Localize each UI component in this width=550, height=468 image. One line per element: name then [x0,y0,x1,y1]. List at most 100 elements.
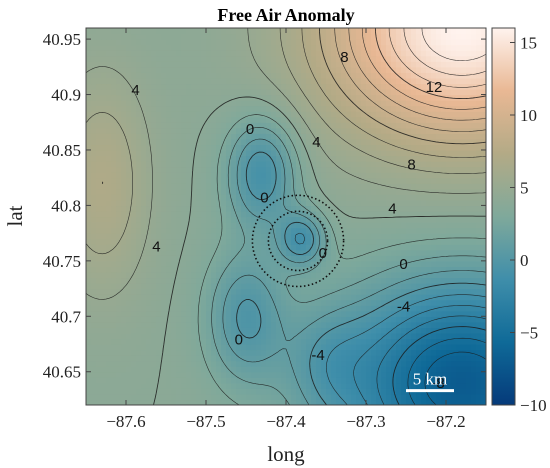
heatmap-cell [411,222,417,229]
heatmap-cell [96,360,102,367]
heatmap-cell [136,155,142,162]
heatmap-cell [396,399,402,405]
heatmap-cell [186,332,192,340]
heatmap-cell [366,349,372,356]
heatmap-cell [101,344,107,351]
heatmap-cell [336,116,342,123]
heatmap-cell [281,327,287,334]
heatmap-cell [271,393,277,401]
heatmap-cell [236,77,242,85]
heatmap-cell [181,116,187,123]
heatmap-cell [256,88,262,96]
heatmap-cell [156,371,162,378]
heatmap-cell [206,144,212,151]
heatmap-cell [276,105,282,112]
heatmap-cell [221,238,227,245]
heatmap-cell [356,316,362,323]
heatmap-cell [306,210,312,218]
heatmap-cell [151,321,157,328]
heatmap-cell [266,122,272,129]
heatmap-cell [351,111,357,118]
heatmap-cell [416,377,422,384]
heatmap-cell [286,72,292,79]
heatmap-cell [261,338,267,345]
heatmap-cell [251,388,257,395]
heatmap-cell [366,377,372,384]
heatmap-cell [211,244,217,251]
heatmap-cell [321,88,327,96]
heatmap-cell [371,332,377,340]
heatmap-cell [211,371,217,378]
heatmap-cell [456,88,462,96]
heatmap-cell [86,100,92,107]
heatmap-cell [121,216,127,223]
heatmap-cell [186,338,192,345]
heatmap-cell [461,288,467,295]
heatmap-cell [386,244,392,251]
heatmap-cell [196,266,202,273]
heatmap-cell [386,172,392,179]
heatmap-cell [376,277,382,284]
heatmap-cell [201,166,207,173]
heatmap-cell [236,371,242,378]
heatmap-cell [451,177,457,184]
heatmap-cell [116,349,122,356]
heatmap-cell [411,271,417,279]
heatmap-cell [141,316,147,323]
heatmap-cell [261,111,267,118]
heatmap-cell [401,294,407,301]
heatmap-cell [91,77,97,85]
heatmap-cell [311,66,317,73]
heatmap-cell [141,260,147,267]
heatmap-cell [291,144,297,151]
heatmap-cell [366,188,372,195]
heatmap-cell [206,177,212,184]
heatmap-cell [456,205,462,212]
heatmap-cell [251,288,257,295]
heatmap-cell [196,233,202,240]
heatmap-cell [266,255,272,262]
heatmap-cell [396,194,402,201]
heatmap-cell [321,266,327,273]
heatmap-cell [391,299,397,306]
heatmap-cell [331,222,337,229]
heatmap-cell [396,299,402,306]
heatmap-cell [431,183,437,190]
heatmap-cell [136,138,142,146]
heatmap-cell [376,310,382,317]
heatmap-cell [426,332,432,340]
heatmap-cell [381,172,387,179]
heatmap-cell [221,316,227,323]
heatmap-cell [251,188,257,195]
heatmap-cell [86,310,92,317]
heatmap-cell [146,172,152,179]
heatmap-cell [256,349,262,356]
heatmap-cell [341,116,347,123]
heatmap-cell [306,133,312,140]
heatmap-cell [266,149,272,157]
heatmap-cell [456,249,462,256]
heatmap-cell [321,155,327,162]
heatmap-cell [331,310,337,317]
heatmap-cell [211,321,217,328]
heatmap-cell [431,249,437,256]
heatmap-cell [366,177,372,184]
heatmap-cell [216,349,222,356]
heatmap-cell [391,77,397,85]
heatmap-cell [96,61,102,68]
heatmap-cell [416,222,422,229]
heatmap-cell [356,332,362,340]
heatmap-cell [191,88,197,96]
heatmap-cell [381,255,387,262]
heatmap-cell [341,299,347,306]
heatmap-cell [151,349,157,356]
heatmap-cell [271,194,277,201]
heatmap-cell [466,100,472,107]
heatmap-cell [331,332,337,340]
heatmap-cell [186,133,192,140]
heatmap-cell [221,77,227,85]
chart-title: Free Air Anomaly [217,5,354,25]
heatmap-cell [466,111,472,118]
heatmap-cell [361,377,367,384]
heatmap-cell [146,244,152,251]
